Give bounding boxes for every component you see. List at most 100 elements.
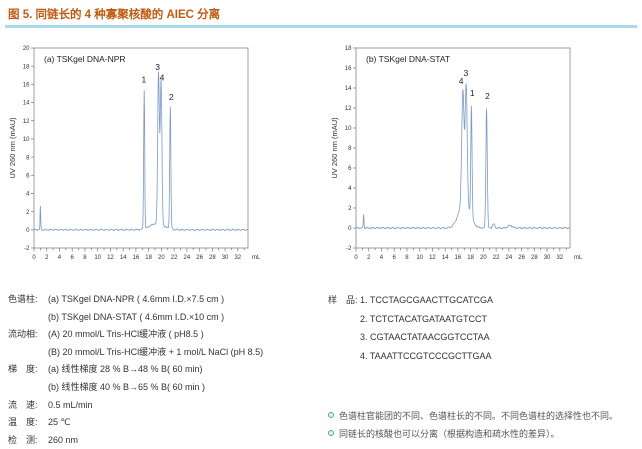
y-tick-label: 10 — [23, 137, 30, 143]
plot-border — [33, 47, 249, 249]
y-tick-label: -2 — [24, 246, 30, 252]
y-tick-label: 0 — [348, 226, 352, 232]
y-tick-label: 12 — [23, 119, 30, 125]
chromatogram-panel-b: -2 0 2 4 6 8 10 12 14 16 18 0 2 4 6 8 10 12 14 16 18 20 22 24 26… — [328, 42, 598, 279]
condition-row: 色谱柱: (a) TSKgel DNA-NPR ( 4.6mm I.D.×7.5 … — [8, 291, 318, 326]
condition-values: (a) TSKgel DNA-NPR ( 4.6mm I.D.×7.5 cm )… — [48, 291, 224, 326]
peak-label: 2 — [485, 91, 490, 101]
charts-row: -2 0 2 4 6 8 10 12 14 16 18 20 0 2 4 6 8 10 12 14 16 18 20 22 24… — [6, 42, 598, 279]
y-tick-label: 8 — [348, 146, 352, 152]
y-axis: -2 0 2 4 6 8 10 12 14 16 18 — [345, 46, 356, 252]
condition-value: (b) TSKgel DNA-STAT ( 4.6mm I.D.×10 cm ) — [48, 311, 225, 322]
note-item: 同链长的核酸也可以分离（根据构造和疏水性的差异）。 — [328, 425, 642, 443]
x-tick-label: 20 — [480, 255, 487, 261]
x-tick-label: 0 — [32, 255, 36, 261]
panel-title: (b) TSKgel DNA-STAT — [366, 54, 450, 64]
condition-value: (b) 线性梯度 40 % B→65 % B( 60 min ) — [48, 381, 206, 392]
condition-value: (A) 20 mmol/L Tris-HCl缓冲液 ( pH8.5 ) — [48, 329, 204, 340]
condition-values: 0.5 mL/min — [48, 397, 93, 415]
panel-title: (a) TSKgel DNA-NPR — [44, 54, 126, 64]
note-bullet-icon — [328, 412, 334, 418]
peak-label: 4 — [160, 73, 165, 83]
condition-label: 流动相: — [8, 329, 38, 340]
condition-row: 温 度: 25 ℃ — [8, 414, 318, 432]
x-tick-label: 26 — [196, 255, 203, 261]
x-tick-label: 14 — [442, 255, 449, 261]
x-tick-label: 10 — [416, 255, 423, 261]
x-tick-label: 16 — [133, 255, 140, 261]
x-tick-label: 12 — [107, 255, 114, 261]
sample-label: 样 品: — [328, 295, 358, 305]
y-tick-label: 18 — [23, 64, 30, 70]
x-tick-label: 20 — [158, 255, 165, 261]
condition-value: (a) 线性梯度 28 % B→48 % B( 60 min) — [48, 364, 203, 375]
y-tick-label: 18 — [345, 46, 352, 52]
y-tick-label: 20 — [23, 46, 30, 52]
condition-label: 梯 度: — [8, 364, 38, 375]
x-tick-label: 22 — [493, 255, 500, 261]
sample-sequence: 1. TCCTAGCGAACTTGCATCGA — [360, 295, 494, 305]
conditions-section: 色谱柱: (a) TSKgel DNA-NPR ( 4.6mm I.D.×7.5 … — [0, 291, 642, 449]
y-tick-label: 6 — [26, 173, 30, 179]
x-tick-label: 16 — [455, 255, 462, 261]
peak-label: 1 — [470, 88, 475, 98]
condition-values: 25 ℃ — [48, 414, 71, 432]
x-axis-unit: mL — [574, 255, 583, 261]
x-tick-label: 24 — [184, 255, 191, 261]
chromatogram-trace — [355, 83, 571, 230]
y-tick-label: 2 — [348, 206, 352, 212]
y-tick-label: 16 — [23, 83, 30, 89]
y-tick-label: 6 — [348, 166, 352, 172]
y-tick-label: 14 — [23, 101, 30, 107]
condition-label: 检 测: — [8, 434, 38, 445]
x-tick-label: 4 — [380, 255, 384, 261]
peak-label: 2 — [169, 92, 174, 102]
x-tick-label: 4 — [58, 255, 62, 261]
y-axis-label: UV 260 nm (mAU) — [330, 117, 339, 179]
sample-block: 样 品: 1. TCCTAGCGAACTTGCATCGA 2. TCTCTACATG… — [328, 291, 642, 365]
condition-value: (B) 20 mmol/L Tris-HCl缓冲液 + 1 mol/L NaCl… — [48, 346, 264, 357]
peak-label: 1 — [141, 75, 146, 85]
note-text: 同链长的核酸也可以分离（根据构造和疏水性的差异）。 — [339, 429, 560, 439]
condition-value: 25 ℃ — [48, 417, 71, 428]
condition-row: 梯 度: (a) 线性梯度 28 % B→48 % B( 60 min) (b) 线… — [8, 361, 318, 396]
y-tick-label: 10 — [345, 126, 352, 132]
peak-label: 3 — [155, 62, 160, 72]
x-tick-label: 8 — [83, 255, 87, 261]
x-tick-label: 28 — [209, 255, 216, 261]
sample-column: 样 品: 1. TCCTAGCGAACTTGCATCGA 2. TCTCTACATG… — [318, 291, 642, 449]
x-tick-label: 30 — [222, 255, 229, 261]
y-tick-label: 14 — [345, 86, 352, 92]
y-tick-label: 8 — [26, 155, 30, 161]
x-tick-label: 22 — [171, 255, 178, 261]
x-axis-unit: mL — [252, 255, 261, 261]
y-tick-label: 12 — [345, 106, 352, 112]
note-text: 色谱柱官能团的不同、色谱柱长的不同。不同色谱柱的选择性也不同。 — [339, 411, 619, 421]
x-tick-label: 18 — [467, 255, 474, 261]
x-axis: 0 2 4 6 8 10 12 14 16 18 20 22 24 26 28 30 32 mL — [32, 248, 261, 261]
notes-list: 色谱柱官能团的不同、色谱柱长的不同。不同色谱柱的选择性也不同。 同链长的核酸也可以… — [328, 407, 642, 443]
y-tick-label: -2 — [346, 246, 352, 252]
x-tick-label: 32 — [234, 255, 241, 261]
condition-values: (a) 线性梯度 28 % B→48 % B( 60 min) (b) 线性梯度 … — [48, 361, 205, 396]
sample-sequences: 1. TCCTAGCGAACTTGCATCGA 2. TCTCTACATGATAA… — [360, 291, 493, 365]
x-tick-label: 2 — [45, 255, 49, 261]
x-tick-label: 12 — [429, 255, 436, 261]
condition-value: 260 nm — [48, 434, 79, 445]
chromatogram-trace — [33, 71, 249, 232]
figure-title: 图 5. 同链长的 4 种寡聚核酸的 AIEC 分离 — [8, 9, 221, 21]
chromatogram-panel-a: -2 0 2 4 6 8 10 12 14 16 18 20 0 2 4 6 8 10 12 14 16 18 20 22 24… — [6, 42, 276, 279]
conditions-column: 色谱柱: (a) TSKgel DNA-NPR ( 4.6mm I.D.×7.5 … — [0, 291, 318, 449]
x-axis: 0 2 4 6 8 10 12 14 16 18 20 22 24 26 28 30 32 mL — [354, 248, 583, 261]
x-tick-label: 30 — [544, 255, 551, 261]
note-item: 色谱柱官能团的不同、色谱柱长的不同。不同色谱柱的选择性也不同。 — [328, 407, 642, 425]
condition-row: 检 测: 260 nm — [8, 432, 318, 449]
sample-sequence: 3. CGTAACTATAACGGTCCTAA — [360, 332, 490, 342]
x-tick-label: 0 — [354, 255, 358, 261]
x-tick-label: 24 — [506, 255, 513, 261]
peak-label: 3 — [463, 68, 468, 78]
note-bullet-icon — [328, 430, 334, 436]
condition-label: 流 速: — [8, 399, 38, 410]
